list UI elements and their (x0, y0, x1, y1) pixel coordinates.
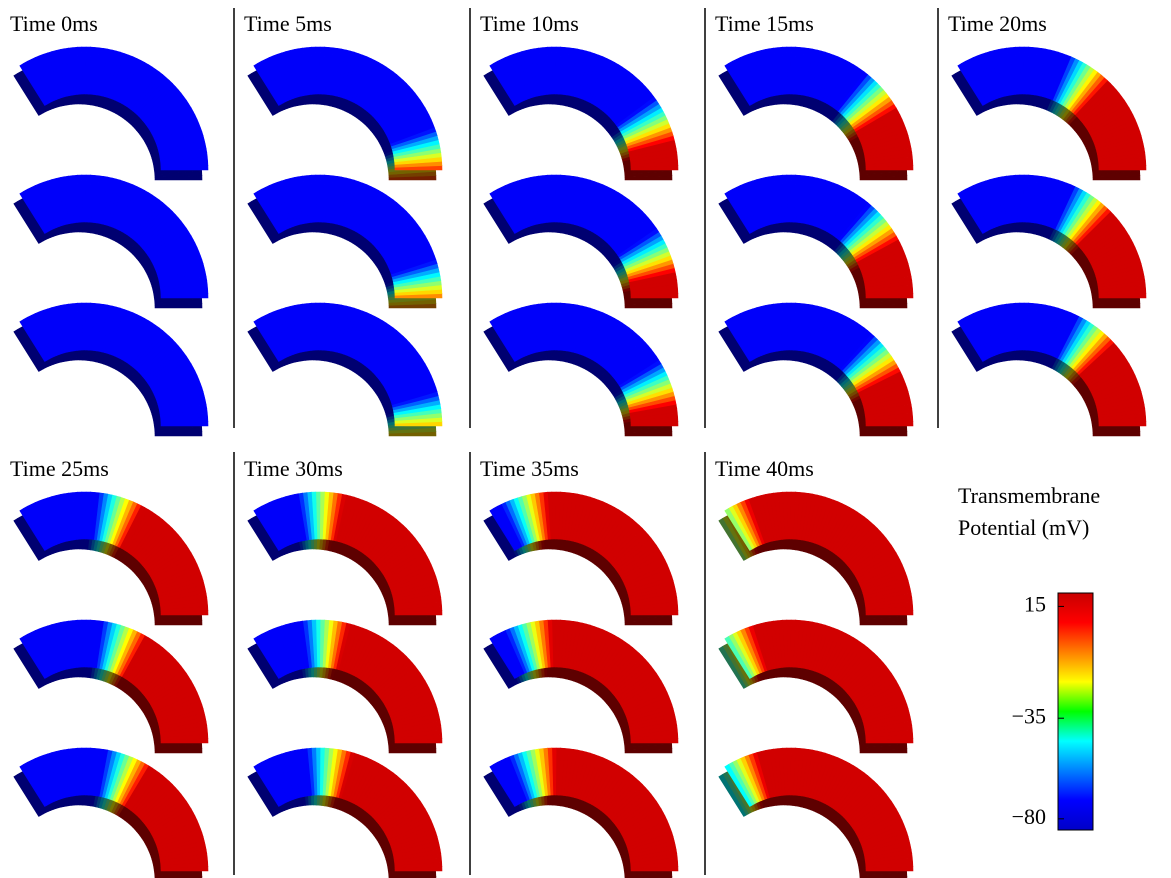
tissue-segment (253, 318, 282, 362)
tissue-side-segment (247, 72, 276, 116)
tissue-side-segment (247, 200, 276, 244)
tissue-slab (13, 46, 209, 181)
panel-title: Time 40ms (715, 456, 814, 481)
tissue-top (19, 174, 209, 299)
tissue-slab (718, 46, 914, 181)
tissue-top (489, 174, 679, 299)
tissue-segment (724, 62, 753, 106)
tissue-slab (13, 747, 209, 878)
tissue-top (19, 46, 209, 171)
panel: Time 35ms (480, 456, 679, 878)
tissue-slab (483, 174, 679, 309)
tissue-slab (483, 491, 679, 626)
tissue-segment (957, 62, 986, 106)
tissue-slab (951, 174, 1147, 309)
tissue-side-segment (13, 72, 42, 116)
tissue-segment (253, 190, 282, 234)
panel: Time 20ms (948, 11, 1147, 437)
panel: Time 40ms (715, 456, 914, 878)
panel-title: Time 25ms (10, 456, 109, 481)
tissue-segment (957, 190, 986, 234)
tissue-slab (247, 302, 443, 437)
tissue-slab (13, 619, 209, 754)
panel: Time 30ms (244, 456, 443, 878)
panel: Time 15ms (715, 11, 914, 437)
panel-title: Time 35ms (480, 456, 579, 481)
tissue-slab (247, 619, 443, 754)
panel: Time 5ms (244, 11, 443, 437)
colorbar-title: Transmembrane (958, 483, 1100, 508)
tissue-side-segment (951, 72, 980, 116)
tissue-slab (247, 747, 443, 878)
tissue-slab (718, 174, 914, 309)
tissue-top (957, 46, 1147, 171)
tissue-slab (483, 619, 679, 754)
tissue-slab (13, 174, 209, 309)
tissue-slab (247, 491, 443, 626)
tissue-side-segment (247, 328, 276, 372)
colorbar-tick-label: 15 (1024, 591, 1046, 616)
tissue-slab (13, 491, 209, 626)
tissue-side-segment (13, 200, 42, 244)
tissue-slab (483, 46, 679, 181)
tissue-side-segment (483, 328, 512, 372)
panel-title: Time 5ms (244, 11, 332, 36)
tissue-segment (724, 318, 753, 362)
tissue-segment (253, 62, 282, 106)
tissue-segment (19, 190, 48, 234)
tissue-slab (718, 491, 914, 626)
colorbar-title: Potential (mV) (958, 515, 1089, 540)
panel-title: Time 10ms (480, 11, 579, 36)
tissue-top (253, 174, 443, 299)
tissue-segment (19, 62, 48, 106)
tissue-segment (489, 190, 518, 234)
colorbar (1057, 592, 1094, 831)
dividers (233, 8, 939, 875)
panel: Time 0ms (10, 11, 209, 437)
panel: Time 10ms (480, 11, 679, 437)
tissue-side-segment (951, 200, 980, 244)
tissue-slab (483, 747, 679, 878)
tissue-segment (489, 318, 518, 362)
tissue-slab (247, 174, 443, 309)
panel-title: Time 15ms (715, 11, 814, 36)
panel-title: Time 0ms (10, 11, 98, 36)
tissue-side-segment (483, 72, 512, 116)
panel-title: Time 20ms (948, 11, 1047, 36)
tissue-top (253, 302, 443, 427)
tissue-side-segment (718, 200, 747, 244)
tissue-side-segment (13, 328, 42, 372)
tissue-top (957, 174, 1147, 299)
tissue-top (489, 46, 679, 171)
tissue-top (489, 302, 679, 427)
tissue-slab (951, 302, 1147, 437)
tissue-segment (724, 190, 753, 234)
colorbar-tick-label: −35 (1012, 703, 1046, 728)
panel-title: Time 30ms (244, 456, 343, 481)
tissue-side-segment (483, 200, 512, 244)
tissue-segment (19, 318, 48, 362)
tissue-slab (718, 747, 914, 878)
tissue-top (724, 46, 914, 171)
tissue-slab (718, 619, 914, 754)
tissue-slab (13, 302, 209, 437)
tissue-top (724, 302, 914, 427)
panel: Time 25ms (10, 456, 209, 878)
tissue-side-segment (951, 328, 980, 372)
tissue-slab (951, 46, 1147, 181)
tissue-slab (247, 46, 443, 181)
tissue-slab (718, 302, 914, 437)
tissue-slab (483, 302, 679, 437)
tissue-side-segment (718, 72, 747, 116)
tissue-side-segment (718, 328, 747, 372)
tissue-top (724, 174, 914, 299)
colorbar-tick-label: −80 (1012, 804, 1046, 829)
tissue-top (253, 46, 443, 171)
tissue-segment (957, 318, 986, 362)
tissue-segment (489, 62, 518, 106)
tissue-top (19, 302, 209, 427)
tissue-top (957, 302, 1147, 427)
